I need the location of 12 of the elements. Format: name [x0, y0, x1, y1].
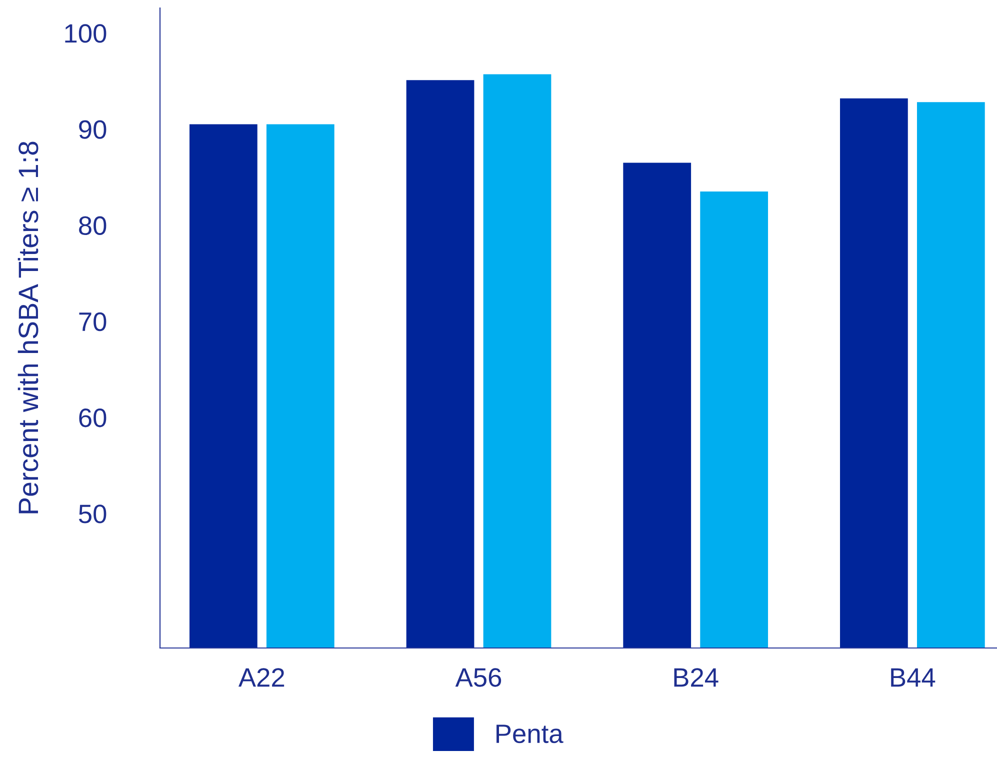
- y-tick-label: 50: [78, 504, 106, 524]
- y-tick-label: 100: [65, 24, 106, 43]
- y-tick-label: 90: [79, 120, 106, 139]
- x-tick-label: A56: [455, 668, 502, 687]
- y-tick-label: 60: [79, 408, 106, 428]
- x-tick-label: A22: [238, 668, 284, 687]
- x-tick-label: B24: [674, 668, 718, 687]
- y-axis-title: Percent with hSBA Titers ≥ 1:8: [18, 142, 38, 514]
- x-tick-label: B44: [891, 668, 936, 687]
- y-tick-label: 70: [79, 312, 106, 332]
- legend-label: Penta: [496, 724, 564, 744]
- y-tick-label: 80: [79, 216, 106, 235]
